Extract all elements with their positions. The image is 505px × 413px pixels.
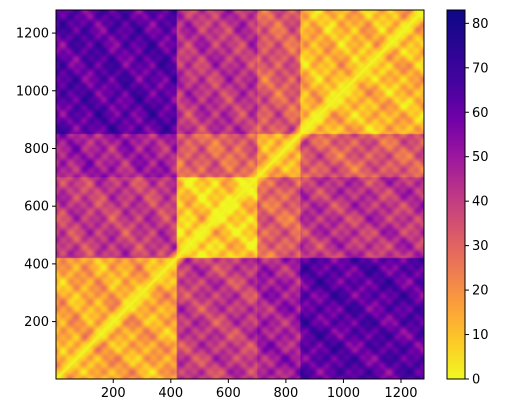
heatmap-plot-area bbox=[55, 9, 425, 380]
colorbar: 0 10 20 30 40 50 60 70 80 bbox=[446, 9, 489, 388]
y-tick-label: 1200 bbox=[16, 27, 49, 42]
colorbar-tick-label: 0 bbox=[472, 373, 480, 388]
colorbar-frame bbox=[446, 9, 466, 380]
x-tick-label: 200 bbox=[101, 386, 126, 401]
colorbar-tick-label: 40 bbox=[472, 195, 489, 210]
y-tick-label: 200 bbox=[24, 315, 49, 330]
colorbar-tick-label: 30 bbox=[472, 239, 489, 254]
colorbar-tick-label: 50 bbox=[472, 150, 489, 165]
colorbar-tick-label: 10 bbox=[472, 328, 489, 343]
colorbar-tick-label: 70 bbox=[472, 61, 489, 76]
y-tick-label: 1000 bbox=[16, 84, 49, 99]
x-tick-label: 600 bbox=[216, 386, 241, 401]
heatmap-cells bbox=[56, 10, 424, 379]
x-tick-label: 1000 bbox=[327, 386, 360, 401]
plot-frame bbox=[55, 9, 425, 380]
x-axis: 200 400 600 800 1000 1200 bbox=[101, 379, 418, 401]
y-tick-label: 400 bbox=[24, 257, 49, 272]
x-tick-label: 400 bbox=[158, 386, 183, 401]
colorbar-ticks: 0 10 20 30 40 50 60 70 80 bbox=[465, 17, 489, 388]
colorbar-tick-label: 60 bbox=[472, 106, 489, 121]
y-tick-label: 600 bbox=[24, 200, 49, 215]
y-tick-label: 800 bbox=[24, 142, 49, 157]
colorbar-tick-label: 20 bbox=[472, 284, 489, 299]
colorbar-tick-label: 80 bbox=[472, 17, 489, 32]
colorbar-gradient bbox=[447, 10, 465, 379]
y-axis: 200 400 600 800 1000 1200 bbox=[16, 27, 56, 330]
x-tick-label: 1200 bbox=[384, 386, 417, 401]
x-tick-label: 800 bbox=[273, 386, 298, 401]
